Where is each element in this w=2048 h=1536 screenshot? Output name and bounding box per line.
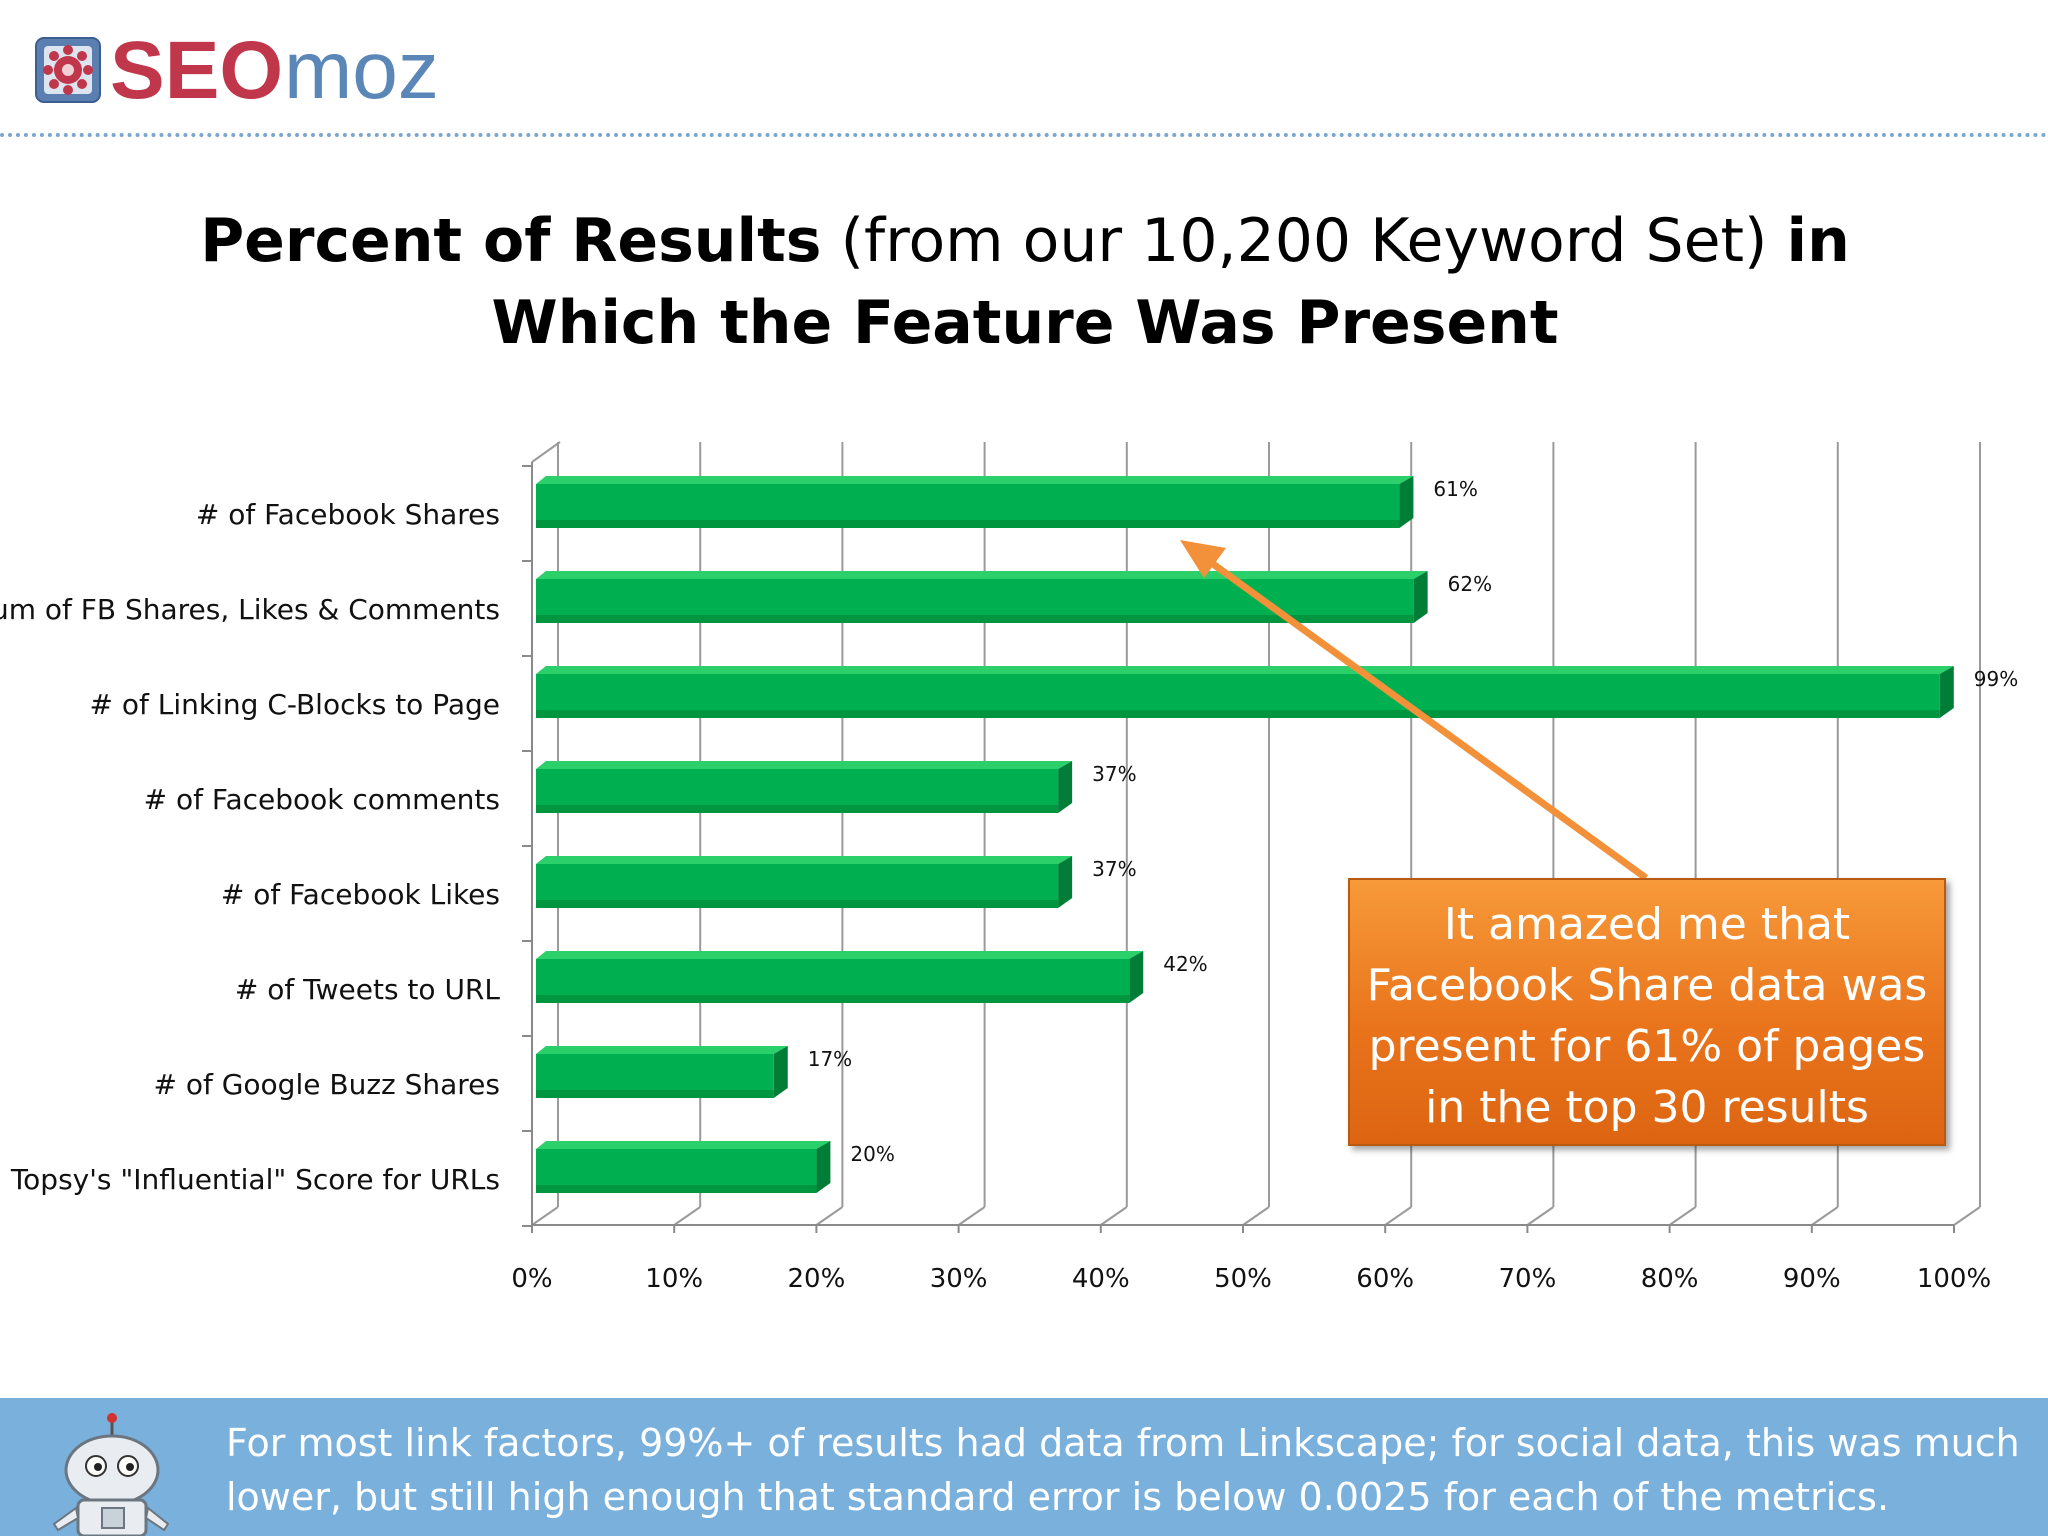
bar-shade — [536, 900, 1059, 908]
header-divider — [0, 133, 2048, 137]
data-label: 17% — [808, 1047, 852, 1071]
bar-end — [1413, 571, 1428, 623]
footer-note: For most link factors, 99%+ of results h… — [226, 1416, 2026, 1524]
floor-gridline — [1100, 1206, 1128, 1226]
data-label: 62% — [1448, 572, 1492, 596]
title-part-bold-2: in Which the Feature Was Present — [491, 206, 1850, 358]
axis-left-top — [531, 441, 561, 463]
logo-text-seo: SEO — [110, 28, 283, 112]
floor-gridline — [815, 1206, 843, 1226]
floor-gridline — [1953, 1206, 1981, 1226]
bar-shade — [536, 520, 1400, 528]
floor-gridline — [1242, 1206, 1270, 1226]
bar-shade — [536, 710, 1940, 718]
data-label: 99% — [1974, 667, 2018, 691]
bar-top — [536, 666, 1954, 674]
x-tick-label: 80% — [1641, 1264, 1699, 1294]
logo-text-moz: moz — [284, 28, 439, 112]
x-tick-label: 70% — [1499, 1264, 1557, 1294]
footer-banner: For most link factors, 99%+ of results h… — [0, 1398, 2048, 1536]
category-label: Topsy's "Influential" Score for URLs — [10, 1163, 500, 1196]
x-tick-label: 50% — [1214, 1264, 1272, 1294]
bar-end — [773, 1046, 788, 1098]
category-label: # of Facebook Shares — [196, 498, 500, 531]
bar-end — [1399, 476, 1414, 528]
category-label: # of Google Buzz Shares — [153, 1068, 500, 1101]
callout-arrowhead — [1180, 540, 1226, 578]
x-tick-label: 60% — [1356, 1264, 1414, 1294]
x-tick-label: 40% — [1072, 1264, 1130, 1294]
data-label: 37% — [1092, 762, 1136, 786]
floor-gridline — [1384, 1206, 1412, 1226]
bar-end — [1939, 666, 1954, 718]
callout-arrow — [1199, 553, 1649, 881]
x-tick-label: 90% — [1783, 1264, 1841, 1294]
bar-end — [1058, 856, 1073, 908]
floor-gridline — [531, 1206, 559, 1226]
callout-line-2: Facebook Share data was — [1366, 960, 1928, 1011]
footer-line-1: For most link factors, 99%+ of results h… — [226, 1421, 2020, 1465]
bar-top — [536, 761, 1073, 769]
data-label: 61% — [1433, 477, 1477, 501]
bar-end — [1129, 951, 1144, 1003]
bar-top — [536, 951, 1144, 959]
x-tick-label: 30% — [930, 1264, 988, 1294]
callout-line-1: It amazed me that — [1443, 899, 1851, 950]
category-label: # of Tweets to URL — [235, 973, 500, 1006]
footer-line-2: lower, but still high enough that standa… — [226, 1475, 1890, 1519]
floor-gridline — [1669, 1206, 1697, 1226]
category-label: # of Facebook comments — [144, 783, 500, 816]
bar-top — [536, 571, 1428, 579]
bar-shade — [536, 1185, 817, 1193]
category-label: # of Facebook Likes — [221, 878, 500, 911]
bar-shade — [536, 1090, 774, 1098]
bar-end — [1058, 761, 1073, 813]
bar-top — [536, 476, 1414, 484]
title-part-bold-1: Percent of Results — [200, 206, 822, 276]
chart-title: Percent of Results (from our 10,200 Keyw… — [100, 200, 1950, 364]
data-label: 37% — [1092, 857, 1136, 881]
bar-shade — [536, 615, 1414, 623]
bar-chart: 0% 10% 20% 30% 40% 50% 60% 70% 80% 90% 100% 61% # of… — [0, 441, 2018, 1294]
floor-gridline — [1526, 1206, 1554, 1226]
floor-gridline — [958, 1206, 986, 1226]
callout-line-4: in the top 30 results — [1425, 1082, 1869, 1133]
seomoz-logo: SEO moz — [35, 28, 439, 112]
data-label: 20% — [850, 1142, 894, 1166]
category-label: # of Linking C-Blocks to Page — [90, 688, 500, 721]
bar-top — [536, 856, 1073, 864]
floor-gridline — [1811, 1206, 1839, 1226]
bar-top — [536, 1046, 788, 1054]
x-tick-label: 20% — [788, 1264, 846, 1294]
category-label: Sum of FB Shares, Likes & Comments — [0, 593, 500, 626]
bar-shade — [536, 805, 1059, 813]
x-tick-label: 100% — [1917, 1264, 1991, 1294]
floor-gridline — [673, 1206, 701, 1226]
robot-mascot-icon — [52, 1413, 170, 1536]
bar-end — [816, 1141, 831, 1193]
x-tick-label: 0% — [511, 1264, 552, 1294]
x-tick-label: 10% — [645, 1264, 703, 1294]
callout-line-3: present for 61% of pages — [1368, 1021, 1926, 1072]
data-label: 42% — [1163, 952, 1207, 976]
bar-shade — [536, 995, 1130, 1003]
bar-top — [536, 1141, 831, 1149]
callout-box: It amazed me that Facebook Share data wa… — [1348, 878, 1946, 1146]
title-part-normal: (from our 10,200 Keyword Set) — [821, 206, 1787, 276]
